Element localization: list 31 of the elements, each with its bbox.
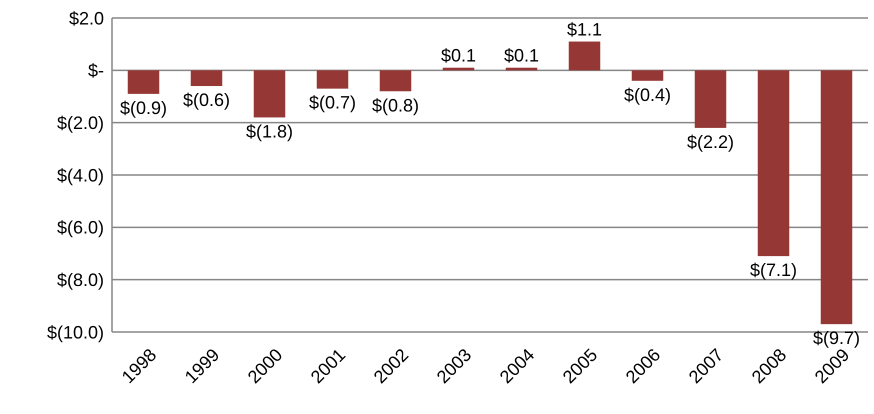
bar — [380, 70, 412, 92]
bar — [190, 70, 222, 86]
data-label: $(0.4) — [624, 84, 672, 105]
y-tick-label: $(8.0) — [56, 270, 104, 290]
bar — [694, 70, 726, 128]
data-label: $(2.2) — [686, 132, 734, 152]
data-label: $0.1 — [440, 46, 476, 66]
bar — [128, 70, 160, 94]
bar — [316, 70, 348, 89]
data-label: $0.1 — [504, 46, 540, 66]
bar — [506, 68, 538, 70]
bar — [568, 42, 600, 70]
data-label: $(0.9) — [120, 98, 168, 118]
y-tick-label: $2.0 — [68, 8, 104, 28]
data-label: $1.1 — [566, 20, 602, 40]
bar — [442, 68, 474, 70]
y-tick-label: $(10.0) — [46, 322, 104, 342]
data-label: $(0.6) — [182, 90, 230, 110]
bar — [632, 70, 664, 81]
bar — [820, 70, 852, 324]
data-label: $(9.7) — [812, 328, 860, 348]
y-tick-label: $(2.0) — [56, 112, 104, 133]
y-tick-label: $- — [88, 60, 104, 81]
bar — [758, 70, 790, 256]
y-tick-label: $(6.0) — [56, 218, 104, 238]
data-label: $(0.8) — [372, 95, 420, 116]
bar — [254, 70, 286, 118]
data-label: $(1.8) — [246, 121, 294, 142]
y-tick-label: $(4.0) — [56, 165, 104, 186]
data-label: $(7.1) — [750, 260, 798, 280]
data-label: $(0.7) — [308, 92, 356, 113]
